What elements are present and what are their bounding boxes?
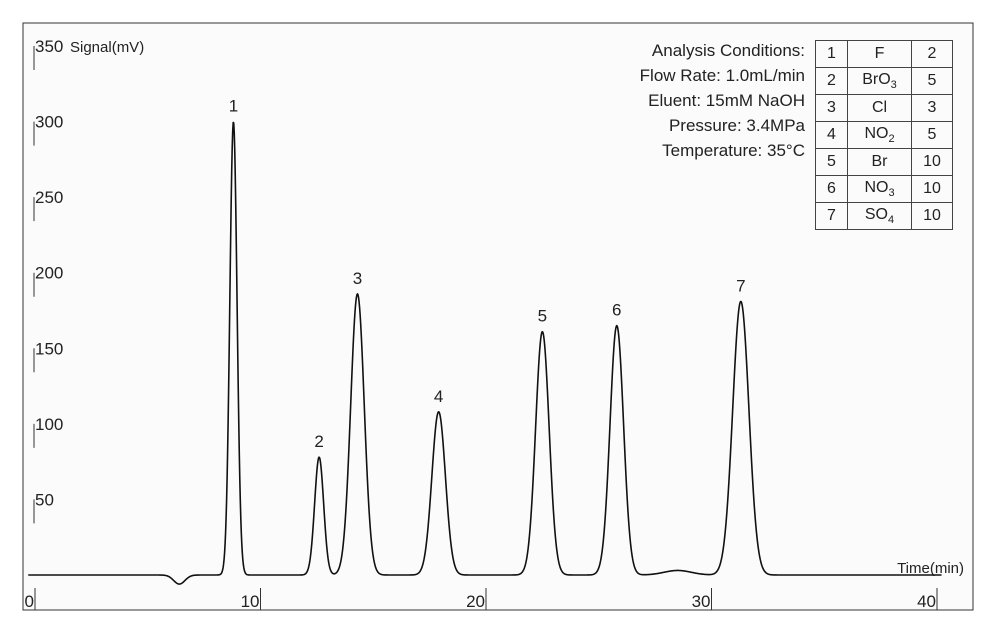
peak-label: 3 (353, 269, 362, 288)
ion-name: NO3 (847, 175, 912, 203)
ion-name: Br (847, 148, 912, 176)
ion-table-row: 5 Br 10 (815, 148, 953, 176)
peak-label: 5 (538, 307, 547, 326)
x-tick-label: 0 (25, 592, 34, 611)
y-tick-label: 350 (35, 37, 63, 56)
ion-number: 4 (815, 121, 848, 149)
x-axis-label: Time(min) (897, 560, 964, 577)
ion-number: 6 (815, 175, 848, 203)
ion-name: F (847, 40, 912, 68)
conditions-title: Analysis Conditions: (651, 41, 805, 60)
ion-number: 1 (815, 40, 848, 68)
pressure: Pressure: 3.4MPa (668, 116, 805, 135)
ion-number: 7 (815, 202, 848, 230)
ion-table-row: 6 NO3 10 (815, 175, 953, 203)
y-tick-label: 250 (35, 188, 63, 207)
ion-table-row: 2 BrO3 5 (815, 67, 953, 95)
ion-concentration: 2 (911, 40, 953, 68)
peak-label: 4 (434, 387, 443, 406)
ion-table-row: 4 NO2 5 (815, 121, 953, 149)
x-tick-label: 10 (241, 592, 260, 611)
ion-name: Cl (847, 94, 912, 122)
peak-label: 1 (229, 97, 238, 116)
x-tick-label: 20 (466, 592, 485, 611)
ion-concentration: 10 (911, 148, 953, 176)
flow-rate: Flow Rate: 1.0mL/min (639, 66, 805, 85)
y-axis-label: Signal(mV) (70, 39, 144, 56)
y-tick-label: 200 (35, 264, 63, 283)
y-tick-label: 50 (35, 490, 54, 509)
ion-number: 3 (815, 94, 848, 122)
signal-trace (27, 121, 942, 585)
peak-label: 6 (612, 301, 621, 320)
x-tick-label: 40 (917, 592, 936, 611)
ion-concentration: 3 (911, 94, 953, 122)
ion-concentration: 5 (911, 121, 953, 149)
y-tick-label: 100 (35, 415, 63, 434)
peak-label: 7 (736, 276, 745, 295)
plot-frame (22, 22, 974, 611)
temperature: Temperature: 35°C (662, 141, 805, 160)
ion-concentration: 5 (911, 67, 953, 95)
ion-table: 1 F 2 2 BrO3 5 3 Cl 3 4 NO2 5 5 Br 10 6 NO3 10 7 SO4 10 (815, 40, 953, 230)
ion-concentration: 10 (911, 175, 953, 203)
ion-concentration: 10 (911, 202, 953, 230)
ion-name: NO2 (847, 121, 912, 149)
ion-table-row: 7 SO4 10 (815, 202, 953, 230)
y-tick-label: 150 (35, 339, 63, 358)
ion-number: 5 (815, 148, 848, 176)
x-tick-label: 30 (692, 592, 711, 611)
ion-name: BrO3 (847, 67, 912, 95)
y-tick-label: 300 (35, 113, 63, 132)
ion-number: 2 (815, 67, 848, 95)
peak-label: 2 (314, 432, 323, 451)
ion-table-row: 3 Cl 3 (815, 94, 953, 122)
eluent: Eluent: 15mM NaOH (648, 91, 805, 110)
analysis-conditions: Analysis Conditions: Flow Rate: 1.0mL/mi… (640, 38, 805, 163)
ion-name: SO4 (847, 202, 912, 230)
